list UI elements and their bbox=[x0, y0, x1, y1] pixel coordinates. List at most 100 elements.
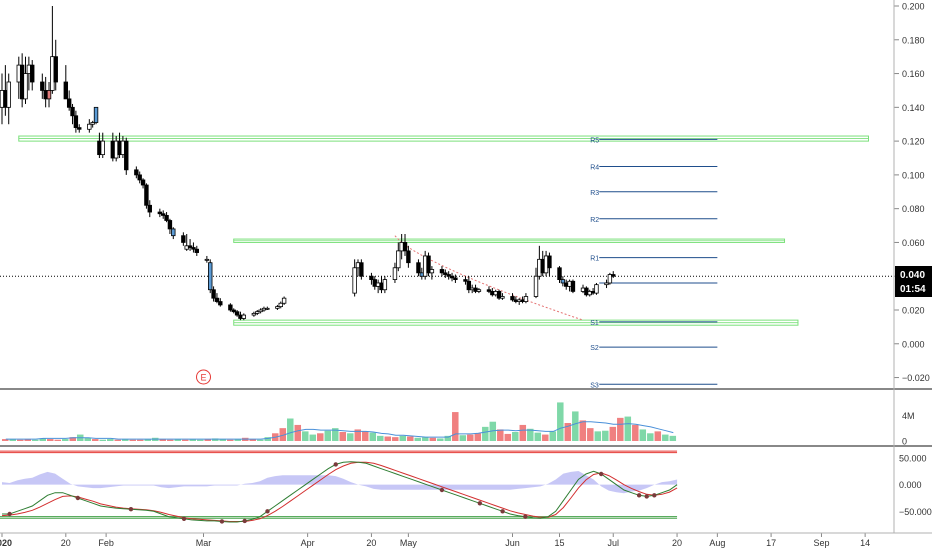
candle-body bbox=[251, 312, 257, 316]
candle-body bbox=[181, 235, 186, 243]
volume-bar bbox=[474, 433, 482, 441]
candle-body bbox=[134, 169, 139, 176]
pivot-label: S3 bbox=[590, 382, 599, 389]
candle-body bbox=[429, 269, 435, 274]
volume-bar bbox=[669, 435, 677, 441]
price-tick-label: 0.180 bbox=[902, 35, 925, 45]
oscillator-tick-label: 0.000 bbox=[899, 480, 922, 490]
candle-body bbox=[275, 306, 280, 309]
candle-body bbox=[382, 279, 388, 291]
volume-bar bbox=[504, 433, 512, 441]
price-tick-label: 0.020 bbox=[902, 306, 925, 316]
candle-body bbox=[228, 304, 233, 311]
candle-body bbox=[500, 296, 505, 299]
candle-body bbox=[53, 56, 58, 83]
candle-body bbox=[523, 296, 529, 302]
volume-pane[interactable] bbox=[2, 402, 677, 441]
volume-bar bbox=[144, 439, 152, 441]
volume-bar bbox=[519, 424, 527, 441]
candle-body bbox=[369, 275, 374, 281]
volume-bar bbox=[647, 433, 654, 441]
candle-body bbox=[396, 250, 401, 269]
volume-bar bbox=[174, 439, 182, 441]
candle-body bbox=[560, 279, 566, 284]
time-tick-label: 20 bbox=[672, 538, 682, 548]
price-tick-label: 0.160 bbox=[902, 69, 925, 79]
volume-bar bbox=[182, 439, 189, 441]
candle-body bbox=[439, 269, 445, 274]
volume-bar bbox=[362, 431, 369, 441]
candle-body bbox=[208, 262, 213, 291]
time-tick-label: Mar bbox=[196, 538, 212, 548]
time-tick-label: 14 bbox=[860, 538, 870, 548]
candle-body bbox=[416, 262, 421, 274]
candle-body bbox=[510, 296, 515, 301]
volume-bar bbox=[624, 416, 632, 441]
candle-body bbox=[533, 275, 539, 297]
candle-body bbox=[453, 277, 458, 280]
oscillator-pane[interactable] bbox=[0, 450, 678, 524]
volume-bar bbox=[257, 439, 264, 441]
time-tick-label: Feb bbox=[98, 538, 114, 548]
pivot-label: R3 bbox=[590, 190, 599, 197]
time-tick-label: 20 bbox=[61, 538, 71, 548]
pivot-label: S1 bbox=[590, 320, 599, 327]
candle-body bbox=[476, 289, 482, 292]
candle-body bbox=[607, 274, 613, 284]
time-tick-label: May bbox=[400, 538, 418, 548]
price-tick-label: −0.020 bbox=[902, 373, 930, 383]
candle-body bbox=[46, 90, 52, 100]
candle-body bbox=[167, 220, 173, 230]
candle-body bbox=[211, 289, 216, 299]
candle-body bbox=[63, 81, 69, 100]
oscillator-slow-line bbox=[1, 461, 678, 522]
volume-bar bbox=[384, 436, 392, 441]
volume-bar bbox=[107, 439, 114, 441]
candle-body bbox=[570, 280, 576, 292]
volume-bar bbox=[392, 437, 399, 441]
oscillator-cross-dot bbox=[128, 507, 134, 512]
pivot-label: S2 bbox=[590, 345, 599, 352]
pivot-label: R5 bbox=[590, 137, 599, 144]
candle-body bbox=[392, 267, 398, 280]
volume-bar bbox=[639, 429, 647, 441]
volume-bar bbox=[587, 428, 594, 441]
candle-body bbox=[443, 272, 448, 275]
candle-body bbox=[40, 81, 45, 91]
price-pane[interactable]: R5 R4 R3 R2 R1 S1 S2 S3 E bbox=[0, 6, 894, 389]
time-tick-label: 17 bbox=[766, 538, 776, 548]
candle-body bbox=[281, 297, 287, 304]
candle-body bbox=[426, 255, 431, 274]
pivot-label: R4 bbox=[590, 164, 599, 171]
volume-bar bbox=[2, 439, 9, 441]
volume-bar bbox=[632, 424, 639, 441]
price-tick-label: 0.000 bbox=[902, 339, 925, 349]
candle-body bbox=[100, 140, 105, 156]
volume-ma-line bbox=[5, 421, 674, 440]
candle-body bbox=[352, 267, 357, 294]
oscillator-cross-dot bbox=[477, 501, 483, 506]
volume-bar bbox=[197, 439, 204, 441]
candle-body bbox=[406, 250, 411, 264]
candle-body bbox=[171, 228, 176, 237]
candle-body bbox=[231, 309, 236, 313]
candle-body bbox=[557, 267, 562, 280]
oscillator-cross-dot bbox=[652, 493, 657, 498]
current-price-marker: 0.040 01:54 bbox=[895, 266, 932, 297]
candle-body bbox=[70, 106, 75, 117]
oscillator-cross-dot bbox=[333, 462, 338, 467]
time-tick-label: Aug bbox=[709, 538, 725, 548]
pivot-label: R1 bbox=[590, 256, 599, 263]
volume-tick-label: 4M bbox=[902, 411, 915, 421]
candle-body bbox=[194, 248, 199, 253]
volume-bar bbox=[317, 433, 324, 441]
volume-bar bbox=[137, 439, 144, 441]
oscillator-cross-dot bbox=[636, 493, 642, 498]
candle-body bbox=[255, 311, 260, 314]
candle-body bbox=[23, 73, 28, 100]
candle-body bbox=[164, 215, 169, 221]
price-tick-label: 0.080 bbox=[902, 204, 925, 214]
volume-bar bbox=[9, 439, 17, 441]
